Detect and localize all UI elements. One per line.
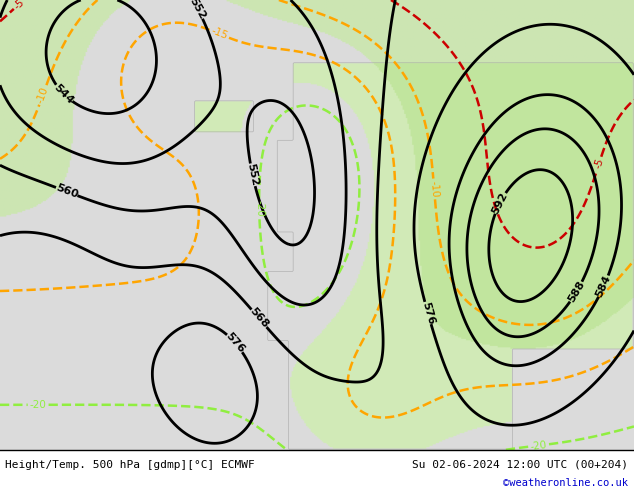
Text: -10: -10 (429, 180, 440, 198)
Text: -20: -20 (529, 440, 548, 451)
Text: 552: 552 (245, 163, 260, 187)
Text: 552: 552 (187, 0, 207, 21)
Text: -5: -5 (593, 157, 605, 170)
Text: 576: 576 (224, 331, 247, 355)
Text: 588: 588 (566, 279, 586, 304)
Text: 592: 592 (490, 191, 510, 216)
Text: -15: -15 (209, 26, 229, 42)
Text: -20: -20 (30, 400, 46, 410)
Text: 584: 584 (595, 273, 613, 299)
Text: 576: 576 (420, 300, 436, 325)
Text: Height/Temp. 500 hPa [gdmp][°C] ECMWF: Height/Temp. 500 hPa [gdmp][°C] ECMWF (5, 460, 255, 470)
Text: ©weatheronline.co.uk: ©weatheronline.co.uk (503, 478, 628, 488)
Text: Su 02-06-2024 12:00 UTC (00+204): Su 02-06-2024 12:00 UTC (00+204) (411, 460, 628, 470)
Text: -5: -5 (12, 0, 26, 11)
Text: 568: 568 (248, 306, 270, 330)
Text: 544: 544 (52, 82, 75, 105)
Text: 560: 560 (54, 183, 79, 200)
Text: -20: -20 (254, 200, 264, 217)
Text: -10: -10 (36, 85, 51, 104)
